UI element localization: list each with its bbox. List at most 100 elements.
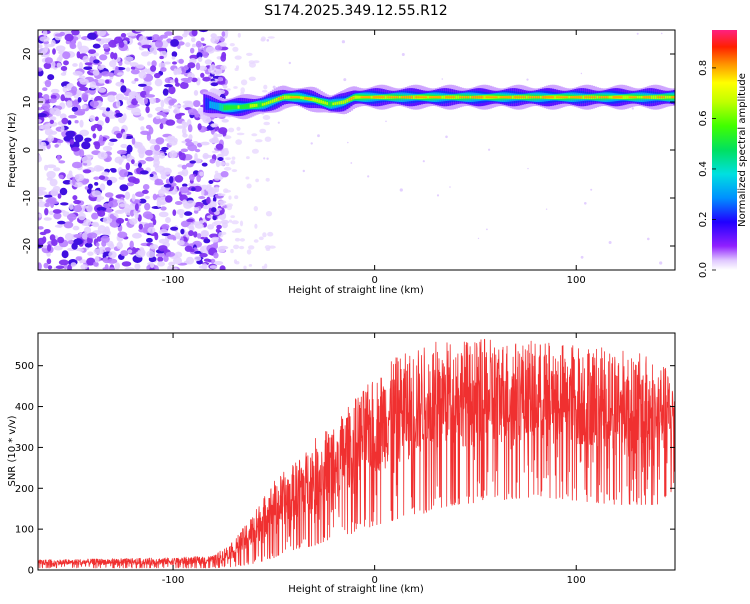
noise-blob bbox=[180, 148, 189, 153]
signal-band bbox=[406, 96, 410, 99]
noise-blob bbox=[87, 232, 98, 239]
noise-blob bbox=[215, 228, 221, 233]
noise-blob bbox=[50, 94, 57, 100]
noise-blob bbox=[50, 39, 56, 47]
signal-band bbox=[646, 96, 650, 99]
noise-blob bbox=[101, 240, 107, 247]
noise-blob bbox=[177, 67, 182, 75]
noise-blob bbox=[262, 115, 271, 120]
x-tick-label: 100 bbox=[567, 275, 586, 286]
noise-speck bbox=[272, 85, 276, 89]
noise-blob bbox=[153, 72, 161, 79]
signal-band bbox=[475, 96, 479, 99]
signal-band bbox=[402, 96, 406, 99]
noise-blob bbox=[72, 195, 78, 201]
signal-band bbox=[441, 95, 444, 99]
noise-blob bbox=[108, 267, 116, 270]
noise-blob bbox=[198, 65, 208, 71]
signal-band bbox=[257, 102, 261, 108]
noise-blob bbox=[164, 31, 174, 36]
noise-blob bbox=[263, 121, 271, 126]
noise-blob bbox=[61, 250, 69, 259]
noise-blob bbox=[216, 224, 222, 230]
noise-blob bbox=[200, 72, 205, 78]
noise-blob bbox=[253, 206, 258, 212]
signal-band bbox=[279, 97, 283, 100]
signal-band bbox=[449, 96, 452, 99]
noise-blob bbox=[120, 250, 129, 257]
noise-blob bbox=[109, 138, 118, 142]
noise-blob bbox=[215, 160, 221, 168]
noise-blob bbox=[69, 40, 76, 49]
noise-blob bbox=[57, 139, 64, 144]
noise-blob bbox=[67, 120, 72, 125]
noise-blob bbox=[153, 265, 159, 270]
noise-blob bbox=[62, 85, 68, 93]
noise-speck bbox=[436, 194, 440, 197]
noise-blob bbox=[63, 60, 69, 66]
noise-blob bbox=[81, 232, 89, 240]
signal-band bbox=[382, 96, 386, 99]
y-tick-label: -10 bbox=[22, 190, 33, 206]
signal-band bbox=[421, 96, 424, 99]
signal-band bbox=[360, 96, 364, 99]
noise-blob bbox=[39, 36, 50, 42]
noise-blob bbox=[168, 105, 172, 109]
noise-blob bbox=[189, 160, 196, 164]
noise-blob bbox=[165, 251, 176, 257]
noise-blob bbox=[230, 215, 235, 219]
signal-band bbox=[374, 96, 378, 99]
noise-blob bbox=[47, 74, 55, 81]
signal-band bbox=[356, 95, 360, 99]
noise-blob bbox=[208, 180, 214, 184]
noise-blob bbox=[251, 148, 259, 154]
noise-blob bbox=[194, 256, 202, 262]
noise-blob bbox=[145, 81, 152, 86]
noise-blob bbox=[138, 223, 143, 230]
signal-band bbox=[507, 96, 511, 99]
noise-blob bbox=[193, 109, 197, 115]
noise-blob bbox=[183, 80, 192, 83]
noise-blob bbox=[224, 30, 229, 36]
signal-band bbox=[398, 95, 402, 99]
noise-blob bbox=[52, 48, 56, 55]
noise-blob bbox=[248, 245, 255, 250]
noise-blob bbox=[94, 116, 99, 122]
noise-blob bbox=[105, 79, 110, 84]
signal-band bbox=[294, 96, 297, 99]
noise-blob bbox=[125, 162, 130, 171]
noise-blob bbox=[84, 62, 93, 66]
noise-blob bbox=[43, 262, 49, 269]
y-tick-label: 20 bbox=[22, 48, 33, 61]
noise-blob bbox=[255, 178, 259, 183]
signal-band bbox=[344, 99, 348, 104]
noise-blob bbox=[191, 187, 196, 192]
signal-band bbox=[489, 96, 493, 99]
noise-blob bbox=[92, 69, 100, 76]
noise-blob bbox=[192, 43, 196, 48]
noise-blob bbox=[130, 66, 136, 70]
noise-blob bbox=[145, 106, 150, 114]
noise-blob bbox=[63, 221, 74, 229]
noise-blob bbox=[69, 203, 74, 210]
colorbar-tick-label: 0.6 bbox=[698, 110, 709, 126]
noise-blob bbox=[61, 117, 69, 125]
noise-blob bbox=[55, 45, 66, 52]
signal-band bbox=[380, 96, 384, 99]
signal-band bbox=[548, 96, 551, 99]
signal-band bbox=[310, 98, 313, 101]
signal-band bbox=[423, 96, 426, 99]
signal-band bbox=[630, 96, 634, 99]
noise-blob bbox=[78, 62, 83, 70]
noise-blob bbox=[99, 183, 106, 191]
noise-blob bbox=[110, 169, 117, 173]
noise-blob bbox=[142, 189, 149, 194]
noise-blob bbox=[215, 143, 224, 150]
signal-band bbox=[205, 97, 208, 110]
noise-speck bbox=[347, 141, 349, 144]
noise-blob bbox=[122, 131, 127, 140]
noise-blob bbox=[122, 113, 127, 121]
noise-blob bbox=[110, 51, 115, 60]
noise-blob bbox=[213, 220, 222, 225]
noise-blob bbox=[169, 176, 174, 184]
